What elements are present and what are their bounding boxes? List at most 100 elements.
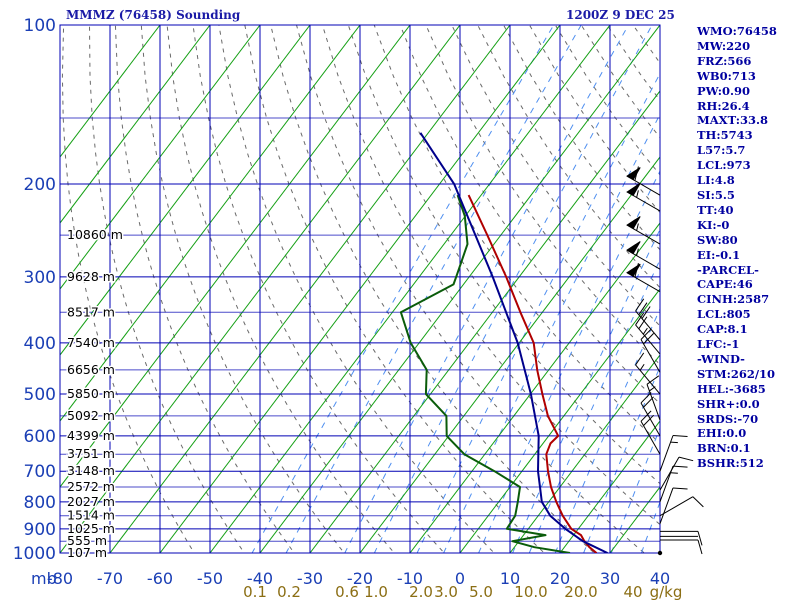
wind-barb-flag — [697, 539, 703, 555]
index-item: TH:5743 — [697, 128, 753, 143]
temperature-tick-label: -10 — [397, 569, 423, 588]
index-item: CAPE:46 — [697, 277, 753, 292]
temperature-tick-label: -70 — [97, 569, 123, 588]
index-item: LFC:-1 — [697, 337, 740, 352]
height-label: 5092 m — [67, 408, 115, 423]
wind-barb-staff — [659, 456, 680, 491]
wind-barb-flag — [643, 414, 654, 426]
stability-index-panel: WMO:76458 MW:220 FRZ:566 WB0:713 PW:0.90 RH:2… — [697, 24, 777, 471]
isotherm-line — [60, 25, 461, 553]
wind-barb-pennant — [626, 241, 641, 255]
wind-barb-flag — [634, 166, 639, 181]
index-item: EHI:0.0 — [697, 426, 747, 441]
isotherm-line — [309, 90, 660, 553]
wind-barb-flag — [634, 262, 639, 278]
height-label: 8517 m — [67, 304, 115, 319]
index-item: FRZ:566 — [697, 53, 752, 68]
dry-adiabat-line — [140, 25, 345, 553]
wind-barb-flag — [640, 410, 652, 422]
wind-barb-half-flag — [642, 327, 648, 335]
isotherm-line — [459, 288, 660, 553]
index-item: -PARCEL- — [697, 262, 759, 277]
isotherm-line — [209, 25, 611, 553]
wind-barb-half-flag — [636, 223, 639, 231]
height-label: 2027 m — [67, 494, 115, 509]
pressure-tick-label: 400 — [24, 334, 56, 354]
temperature-tick-label: 20 — [550, 569, 570, 588]
height-label: 2572 m — [67, 479, 115, 494]
wind-barb-flag — [635, 298, 645, 312]
index-item: RH:26.4 — [697, 98, 750, 113]
index-item: STM:262/10 — [697, 366, 776, 381]
temperature-tick-label: 10 — [500, 569, 520, 588]
isotherm-line — [60, 25, 311, 356]
temperature-profile — [467, 194, 598, 553]
pressure-tick-label: 500 — [24, 385, 56, 405]
wind-barb-flag — [643, 396, 654, 408]
wind-barb-flag — [646, 375, 660, 385]
isotherm-line — [60, 25, 411, 488]
temperature-tick-label: -20 — [347, 569, 373, 588]
dry-adiabat-line — [61, 25, 195, 553]
mixing-ratio-line — [373, 25, 653, 553]
mixing-ratio-label: 3.0 — [434, 583, 458, 600]
mixing-ratio-line — [251, 25, 555, 553]
isotherm-line — [409, 222, 660, 553]
temperature-tick-label: -80 — [47, 569, 73, 588]
wind-barb-flag — [672, 465, 688, 468]
height-label: 5850 m — [67, 386, 115, 401]
index-item: BRN:0.1 — [697, 441, 751, 456]
temperature-tick-label: -60 — [147, 569, 173, 588]
wind-barb-staff — [659, 435, 674, 472]
isotherm-line — [60, 25, 361, 422]
wind-barb-flag — [638, 302, 648, 316]
isotherm-line — [60, 25, 261, 290]
height-label: 3148 m — [67, 463, 115, 478]
pressure-tick-label: 600 — [24, 427, 56, 447]
index-item: LCL:805 — [697, 307, 751, 322]
index-item: CAP:8.1 — [697, 322, 748, 337]
wind-barb-half-flag — [670, 441, 678, 444]
pressure-tick-label: 700 — [24, 462, 56, 482]
index-item: SHR+:0.0 — [697, 396, 760, 411]
wind-barb-flag — [635, 352, 645, 366]
mixing-ratio-line — [640, 500, 660, 553]
index-item: WMO:76458 — [697, 24, 777, 38]
dry-adiabat-line — [114, 25, 295, 553]
mixing-ratio-label: 5.0 — [469, 583, 493, 600]
temperature-tick-label: 30 — [600, 569, 620, 588]
index-item: TT:40 — [697, 202, 734, 217]
index-item: LCL:973 — [697, 158, 751, 173]
mixing-ratio-label: 40 — [623, 583, 642, 600]
height-label: 6656 m — [67, 362, 115, 377]
wind-barb-half-flag — [639, 363, 645, 371]
pressure-tick-label: 900 — [24, 520, 56, 540]
wind-barb-flag — [643, 333, 654, 345]
wind-barb-staff — [640, 402, 661, 437]
wind-barb-staff — [640, 421, 661, 455]
pressure-axis-label: mb — [31, 569, 57, 588]
mixing-ratio-label: 2.0 — [409, 583, 433, 600]
height-label: 1514 m — [67, 508, 115, 523]
wind-barb-pennant — [626, 216, 641, 230]
dry-adiabat-line — [451, 25, 660, 327]
station-title: MMMZ (76458) Sounding — [66, 8, 241, 22]
index-item: HEL:-3685 — [697, 381, 766, 396]
parcel-path — [419, 132, 608, 553]
wind-barb-staff — [646, 384, 661, 421]
mixing-ratio-line — [285, 25, 582, 553]
index-item: MAXT:33.8 — [697, 113, 768, 128]
temperature-tick-label: -30 — [297, 569, 323, 588]
index-item: WB0:713 — [697, 68, 756, 83]
mixing-ratio-label: 20.0 — [564, 583, 597, 600]
mixing-ratio-line — [528, 258, 660, 553]
mixing-ratio-line — [610, 426, 660, 553]
wind-barb-flag — [672, 487, 688, 490]
height-label: 1025 m — [67, 521, 115, 536]
pressure-tick-label: 200 — [24, 175, 56, 195]
index-item: KI:-0 — [697, 217, 730, 232]
height-label: 4399 m — [67, 428, 115, 443]
height-label: 555 m — [67, 533, 107, 548]
index-item: EI:-0.1 — [697, 247, 741, 262]
